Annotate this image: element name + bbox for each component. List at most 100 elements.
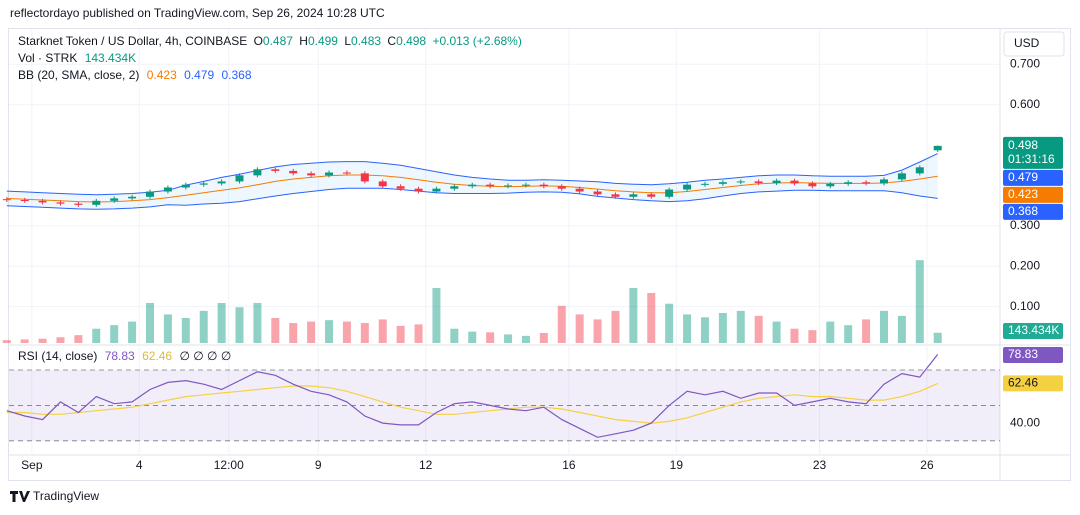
x-tick-label: 9 bbox=[315, 458, 322, 472]
candle-body bbox=[217, 181, 226, 184]
x-tick-label: 12 bbox=[419, 458, 433, 472]
rsi-line bbox=[6, 382, 938, 424]
candle-body bbox=[342, 172, 351, 174]
candle-body bbox=[879, 179, 888, 184]
candle-body bbox=[844, 182, 853, 184]
currency-button-frame[interactable] bbox=[1003, 31, 1065, 57]
volume-bar bbox=[718, 313, 727, 343]
volume-bar bbox=[879, 310, 888, 343]
volume-bar bbox=[790, 328, 799, 343]
candle-body bbox=[253, 169, 262, 176]
change: +0.013 (+2.68%) bbox=[432, 34, 521, 48]
plot-layer bbox=[2, 29, 1000, 455]
volume-bar bbox=[181, 318, 190, 343]
volume-bar bbox=[683, 314, 692, 343]
candle-body bbox=[325, 172, 334, 176]
candle-body bbox=[468, 184, 477, 187]
high-letter: H bbox=[299, 34, 308, 48]
candle-body bbox=[611, 194, 620, 197]
volume-bar bbox=[325, 320, 334, 343]
bb-line bbox=[6, 187, 938, 210]
volume-bar bbox=[74, 335, 83, 343]
volume-bar bbox=[897, 315, 906, 343]
rsi-title: RSI (14, close) bbox=[18, 349, 97, 363]
candle-body bbox=[665, 189, 674, 197]
rsi-line bbox=[6, 354, 939, 438]
low-value: 0.483 bbox=[351, 34, 381, 48]
bb-line bbox=[6, 153, 938, 196]
volume-bar bbox=[844, 325, 853, 343]
volume-bar bbox=[700, 317, 709, 343]
volume-bar bbox=[307, 321, 316, 343]
volume-bar bbox=[808, 330, 817, 343]
published-note: reflectordayo published on TradingView.c… bbox=[10, 6, 385, 20]
candle-body bbox=[38, 200, 47, 203]
volume-bar bbox=[736, 310, 745, 343]
rsi-inputs: ∅ ∅ ∅ ∅ bbox=[179, 349, 231, 363]
volume-bar bbox=[754, 315, 763, 343]
candle-body bbox=[181, 184, 190, 188]
rsi-ma-value: 62.46 bbox=[142, 349, 172, 363]
candle-body bbox=[163, 187, 172, 192]
low-letter: L bbox=[344, 34, 351, 48]
countdown: 01:31:16 bbox=[1008, 152, 1055, 166]
rsi-tick-label: 40.00 bbox=[1010, 415, 1040, 429]
volume-bar bbox=[862, 319, 871, 343]
candle-body bbox=[539, 184, 548, 187]
volume-bar bbox=[521, 335, 530, 343]
volume-bar bbox=[271, 318, 280, 343]
x-tick-label: 12:00 bbox=[214, 458, 244, 472]
candle-body bbox=[629, 194, 638, 197]
legend-main: Starknet Token / US Dollar, 4h, COINBASE… bbox=[18, 34, 522, 48]
candle-body bbox=[450, 186, 459, 189]
bb-axis-value: 0.423 bbox=[1008, 187, 1038, 201]
x-tick-label: Sep bbox=[21, 458, 43, 472]
volume-bar bbox=[217, 303, 226, 343]
candle-body bbox=[683, 184, 692, 190]
bb-axis-value-box bbox=[1003, 186, 1063, 203]
rsi-value: 78.83 bbox=[105, 349, 135, 363]
volume-bar bbox=[92, 328, 101, 343]
rsi-axis-value: 78.83 bbox=[1008, 347, 1038, 361]
candle-body bbox=[504, 185, 513, 187]
volume-bar bbox=[163, 314, 172, 343]
open-letter: O bbox=[254, 34, 263, 48]
symbol-title: Starknet Token / US Dollar, 4h, COINBASE bbox=[18, 34, 247, 48]
y-tick-label: 0.200 bbox=[1010, 258, 1040, 272]
footer-logo: TradingView bbox=[10, 489, 99, 503]
close-letter: C bbox=[387, 34, 396, 48]
volume-bar bbox=[450, 328, 459, 343]
candle-body bbox=[772, 180, 781, 184]
volume-bar bbox=[378, 319, 387, 343]
candle-body bbox=[145, 191, 154, 197]
open-value: 0.487 bbox=[263, 34, 293, 48]
bb-title: BB (20, SMA, close, 2) bbox=[18, 68, 139, 82]
candle-body bbox=[897, 173, 906, 180]
candle-body bbox=[289, 170, 298, 174]
volume-axis-value: 143.434K bbox=[1008, 323, 1059, 337]
candle-body bbox=[575, 188, 584, 192]
candle-body bbox=[307, 173, 316, 176]
candle-body bbox=[378, 181, 387, 187]
legend-volume: Vol · STRK 143.434K bbox=[18, 51, 136, 65]
x-tick-label: 4 bbox=[136, 458, 143, 472]
volume-bar bbox=[128, 321, 137, 343]
candle-body bbox=[718, 182, 727, 184]
volume-bar bbox=[593, 319, 602, 343]
currency[interactable]: USD bbox=[1014, 36, 1040, 50]
x-tick-label: 23 bbox=[813, 458, 827, 472]
currency-button[interactable]: USD bbox=[1003, 31, 1065, 57]
x-tick-label: 16 bbox=[562, 458, 576, 472]
rsi-axis-value-box bbox=[1003, 375, 1063, 392]
candle-body bbox=[486, 184, 495, 187]
y-tick-label: 0.700 bbox=[1010, 56, 1040, 70]
x-tick-label: 26 bbox=[920, 458, 934, 472]
candle-body bbox=[360, 173, 369, 182]
volume-bar bbox=[235, 307, 244, 343]
volume-bar bbox=[360, 323, 369, 343]
candle-body bbox=[933, 145, 942, 151]
candle-body bbox=[790, 180, 799, 184]
volume-bar bbox=[486, 332, 495, 343]
rsi-axis-value-box bbox=[1003, 347, 1063, 363]
